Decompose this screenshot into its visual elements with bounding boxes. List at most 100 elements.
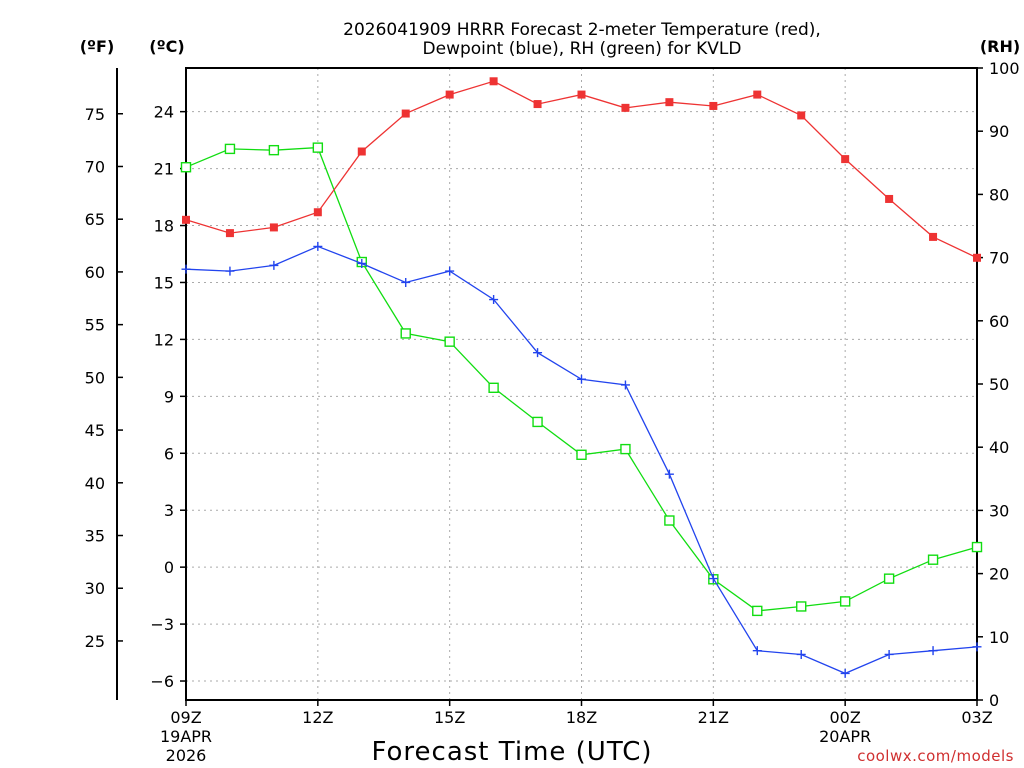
temperature-point — [973, 253, 981, 262]
celsius-tick-label: 6 — [164, 444, 174, 463]
x-tick-label: 12Z — [302, 708, 333, 727]
dewpoint-point — [445, 266, 455, 276]
fahrenheit-tick-label: 35 — [85, 527, 105, 546]
rh-point — [268, 144, 280, 156]
rh-point — [796, 601, 807, 612]
dewpoint-point — [664, 469, 674, 479]
fahrenheit-tick-label: 60 — [85, 263, 105, 282]
temperature-point — [533, 100, 542, 109]
rh-point — [883, 573, 895, 584]
rh-tick-label: 0 — [989, 691, 999, 710]
x-tick-label: 21Z — [698, 708, 729, 727]
celsius-tick-label: 12 — [154, 330, 174, 349]
temperature-point — [401, 109, 410, 118]
dewpoint-point — [577, 374, 586, 384]
rh-point — [839, 596, 851, 607]
temperature-point — [489, 77, 498, 86]
x-tick-label: 09Z — [170, 708, 201, 727]
x-tick-year-label: 2026 — [166, 746, 207, 765]
celsius-tick-label: 21 — [154, 160, 174, 179]
celsius-tick-label: 0 — [164, 558, 174, 577]
temperature-point — [841, 155, 850, 164]
rh-point — [664, 515, 675, 526]
chart-title-line-2: Dewpoint (blue), RH (green) for KVLD — [423, 39, 742, 59]
temperature-point — [797, 111, 806, 120]
dewpoint-point — [533, 348, 543, 358]
dewpoint-point — [313, 241, 323, 251]
rh-tick-label: 50 — [989, 375, 1009, 394]
plot-frame — [185, 67, 978, 701]
dewpoint-series — [181, 241, 982, 678]
rh-point — [620, 443, 631, 455]
temperature-point — [269, 223, 278, 232]
rh-point — [576, 449, 587, 460]
rh-tick-label: 60 — [989, 312, 1009, 331]
dewpoint-point — [620, 380, 630, 390]
temperature-point — [621, 103, 630, 112]
x-tick-label: 15Z — [434, 708, 465, 727]
temperature-point — [885, 194, 894, 203]
dewpoint-point — [840, 668, 850, 678]
fahrenheit-tick-label: 30 — [85, 579, 105, 598]
rh-point — [752, 605, 763, 617]
dewpoint-point — [972, 642, 982, 652]
dewpoint-point — [489, 295, 499, 305]
x-tick-label: 00Z — [830, 708, 861, 727]
celsius-tick-label: −6 — [150, 672, 174, 691]
rh-point — [971, 541, 983, 553]
rh-tick-label: 40 — [989, 438, 1009, 457]
dewpoint-point — [357, 258, 367, 268]
rh-tick-label: 80 — [989, 185, 1009, 204]
temperature-point — [445, 90, 454, 99]
rh-point — [927, 554, 939, 565]
dewpoint-point — [181, 264, 191, 274]
title-block: 2026041909 HRRR Forecast 2-meter Tempera… — [343, 20, 821, 59]
dewpoint-point — [884, 649, 894, 659]
watermark: coolwx.com/models — [857, 747, 1014, 765]
rh-point — [488, 382, 499, 393]
fahrenheit-tick-label: 55 — [85, 316, 105, 335]
chart-title-line-1: 2026041909 HRRR Forecast 2-meter Tempera… — [343, 20, 821, 40]
dewpoint-point — [796, 649, 806, 659]
fahrenheit-tick-label: 45 — [85, 421, 105, 440]
temperature-point — [929, 232, 938, 241]
x-axis-label: Forecast Time (UTC) — [371, 737, 652, 767]
rh-tick-label: 70 — [989, 249, 1009, 268]
rh-point — [532, 416, 543, 428]
temperature-point — [709, 101, 718, 110]
temperature-point — [577, 90, 586, 99]
rh-tick-label: 20 — [989, 565, 1009, 584]
dewpoint-point — [928, 646, 938, 656]
rh-point — [400, 328, 411, 339]
fahrenheit-tick-label: 25 — [85, 632, 105, 651]
temperature-series — [182, 77, 981, 262]
dewpoint-point — [752, 646, 762, 656]
celsius-tick-label: 9 — [164, 387, 174, 406]
fahrenheit-unit-label: (ºF) — [80, 37, 115, 56]
fahrenheit-tick-label: 50 — [85, 368, 105, 387]
celsius-tick-label: 15 — [154, 273, 174, 292]
rh-series — [180, 142, 983, 617]
series-layer — [180, 77, 983, 678]
celsius-tick-label: 3 — [164, 501, 174, 520]
x-tick-date-label: 19APR — [160, 727, 212, 746]
dewpoint-point — [225, 266, 235, 276]
rh-point — [180, 162, 192, 173]
celsius-tick-label: 18 — [154, 217, 174, 236]
x-tick-date-label: 20APR — [819, 727, 871, 746]
fahrenheit-tick-label: 40 — [85, 474, 105, 493]
rh-unit-label: (RH) — [980, 37, 1020, 56]
rh-point — [312, 142, 324, 153]
celsius-tick-label: −3 — [150, 615, 174, 634]
dewpoint-point — [708, 574, 718, 584]
temperature-point — [182, 215, 190, 224]
temperature-point — [313, 208, 322, 217]
rh-point — [444, 336, 455, 347]
x-tick-label: 03Z — [961, 708, 992, 727]
temperature-point — [225, 229, 234, 238]
grid-lines — [186, 68, 977, 700]
temperature-point — [753, 90, 762, 99]
dewpoint-point — [269, 260, 279, 270]
axes: −6 −3 0 3 6 9 12 15 18 21 24 25 30 35 40 45 50 55 60 65 70 75… — [85, 59, 1020, 765]
